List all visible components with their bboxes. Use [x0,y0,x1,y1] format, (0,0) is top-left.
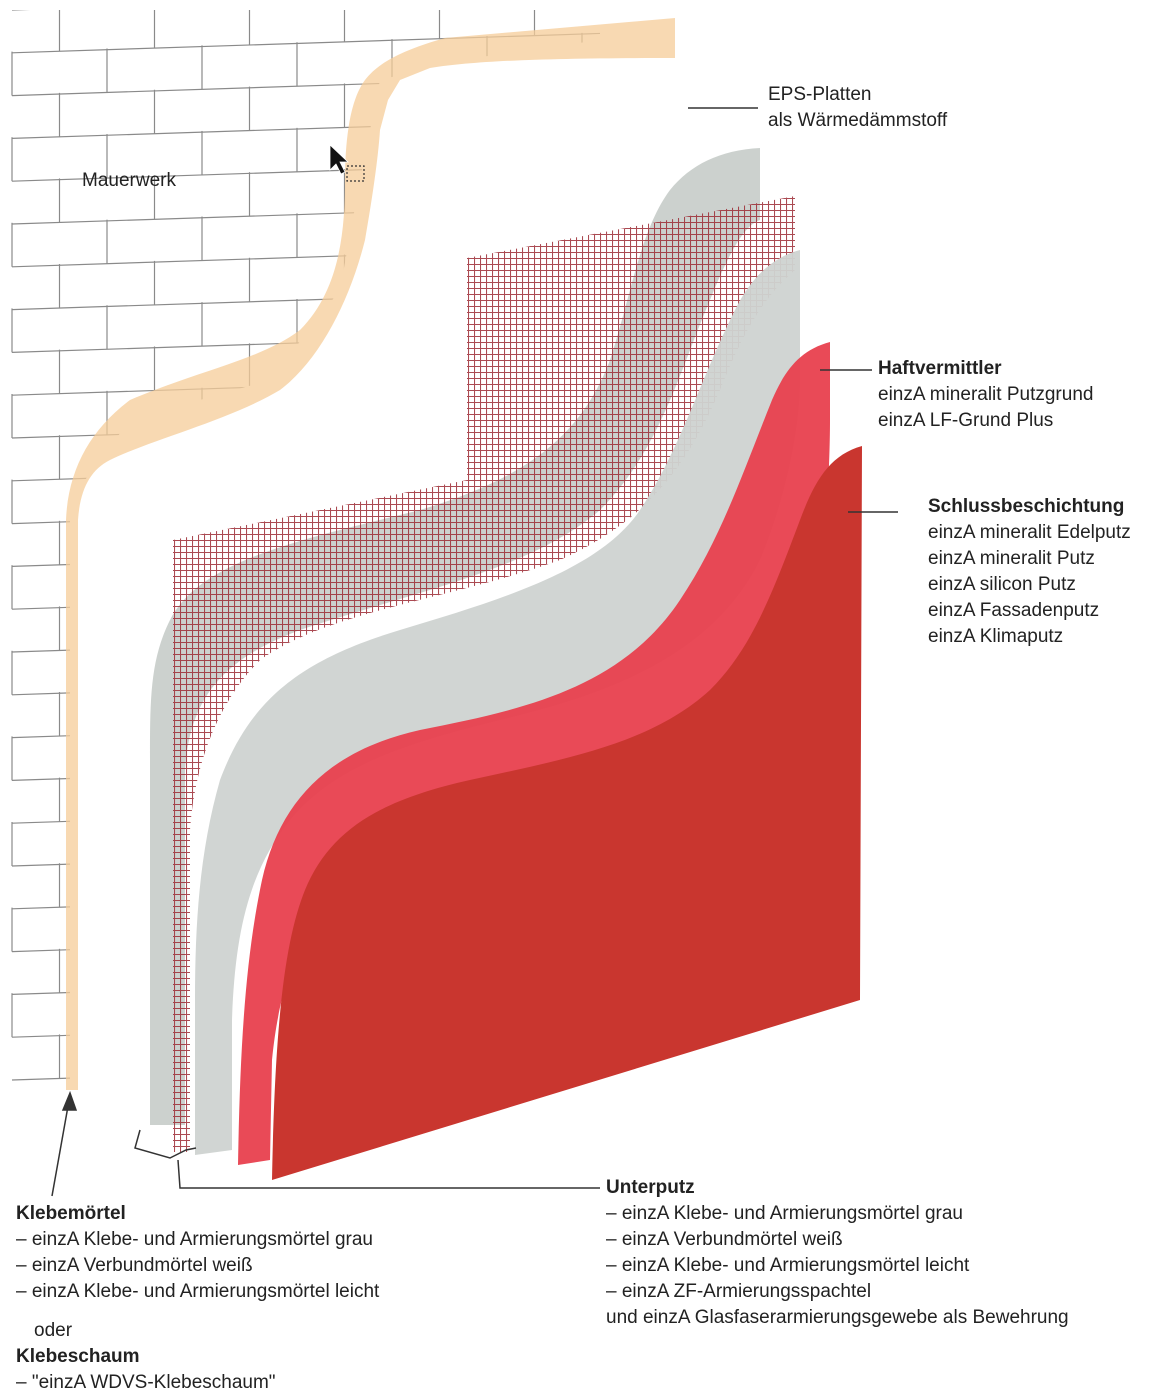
base-coat [195,250,800,1155]
klebemoertel-title: Klebemörtel [16,1203,126,1224]
label-schlussbeschichtung: Schlussbeschichtung einzA mineralit Edel… [928,494,1131,650]
klebeschaum-item: – "einzA WDVS-Klebeschaum" [16,1372,276,1393]
schlussbeschichtung-item: einzA silicon Putz [928,574,1076,595]
klebemoertel-item: – einzA Verbundmörtel weiß [16,1255,253,1276]
unterputz-item: – einzA Klebe- und Armierungsmörtel leic… [606,1255,970,1276]
label-oder: oder [34,1318,72,1344]
cursor-arrow-icon [329,144,365,182]
label-unterputz: Unterputz – einzA Klebe- und Armierungsm… [606,1175,1069,1331]
haftvermittler-title: Haftvermittler [878,358,1002,379]
mauerwerk-text: Mauerwerk [82,170,176,191]
label-klebemoertel: Klebemörtel – einzA Klebe- und Armierung… [16,1201,379,1305]
schlussbeschichtung-item: einzA Klimaputz [928,626,1064,647]
unterputz-item: – einzA Verbundmörtel weiß [606,1229,843,1250]
unterputz-item: – einzA Klebe- und Armierungsmörtel grau [606,1203,963,1224]
label-mauerwerk: Mauerwerk [82,168,176,194]
haftvermittler-item: einzA LF-Grund Plus [878,410,1054,431]
finish-coat [272,446,862,1180]
klebeschaum-title: Klebeschaum [16,1346,140,1367]
eps-line2: als Wärmedämmstoff [768,110,948,131]
unterputz-title: Unterputz [606,1177,695,1198]
label-haftvermittler: Haftvermittler einzA mineralit Putzgrund… [878,356,1093,434]
schlussbeschichtung-item: einzA Fassadenputz [928,600,1100,621]
leader-lines [51,107,898,1197]
label-eps: EPS-Platten als Wärmedämmstoff [768,82,947,134]
haftvermittler-item: einzA mineralit Putzgrund [878,384,1094,405]
schlussbeschichtung-item: einzA mineralit Edelputz [928,522,1131,543]
klebemoertel-item: – einzA Klebe- und Armierungsmörtel grau [16,1229,373,1250]
schlussbeschichtung-item: einzA mineralit Putz [928,548,1095,569]
schlussbeschichtung-title: Schlussbeschichtung [928,496,1125,517]
unterputz-item: und einzA Glasfaserarmierungsgewebe als … [606,1307,1069,1328]
klebemoertel-item: – einzA Klebe- und Armierungsmörtel leic… [16,1281,380,1302]
reinforcement-mesh [173,196,795,1152]
oder-text: oder [34,1320,73,1341]
label-klebeschaum: Klebeschaum – "einzA WDVS-Klebeschaum" [16,1344,276,1396]
unterputz-item: – einzA ZF-Armierungsspachtel [606,1281,872,1302]
primer-layer [238,342,830,1165]
eps-line1: EPS-Platten [768,84,872,105]
